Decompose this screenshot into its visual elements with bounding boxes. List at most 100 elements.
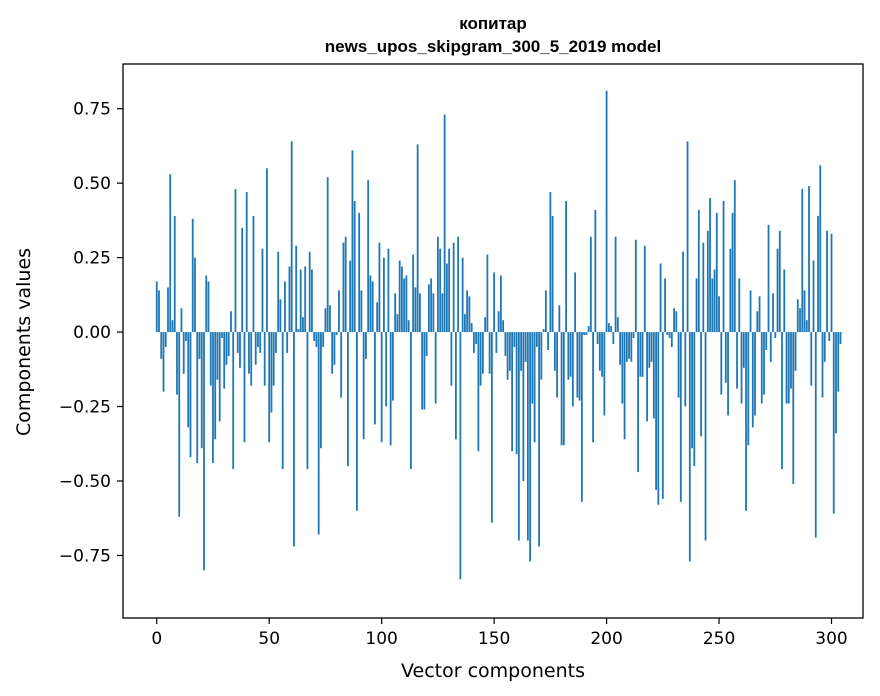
bar-203 xyxy=(612,332,615,344)
bar-279 xyxy=(783,269,786,333)
bar-213 xyxy=(634,239,637,333)
bar-8 xyxy=(173,215,176,333)
bar-207 xyxy=(621,332,624,404)
x-tick-label: 150 xyxy=(478,629,510,649)
bar-64 xyxy=(299,269,302,333)
bar-229 xyxy=(670,332,673,347)
bar-269 xyxy=(760,332,763,404)
bar-235 xyxy=(684,332,687,407)
bar-65 xyxy=(302,317,304,333)
bar-163 xyxy=(522,332,525,481)
bar-234 xyxy=(682,251,684,333)
bar-281 xyxy=(787,332,790,404)
bar-202 xyxy=(610,326,612,333)
bar-267 xyxy=(756,311,759,333)
bar-47 xyxy=(261,248,264,333)
bar-186 xyxy=(574,272,576,333)
x-axis: 0 50 100 150 200 250 300 xyxy=(151,618,848,649)
bar-155 xyxy=(504,332,507,356)
bar-56 xyxy=(281,332,284,470)
bar-13 xyxy=(185,332,187,341)
bar-179 xyxy=(558,305,561,333)
bar-255 xyxy=(729,248,732,333)
bar-10 xyxy=(178,332,181,517)
bar-146 xyxy=(484,317,487,333)
bar-225 xyxy=(661,332,664,499)
bar-173 xyxy=(544,290,547,333)
bar-206 xyxy=(619,332,621,365)
bar-0 xyxy=(155,281,158,333)
bar-217 xyxy=(643,245,646,333)
bar-73 xyxy=(320,332,322,449)
bar-15 xyxy=(189,332,192,458)
bar-263 xyxy=(747,332,750,446)
bar-1 xyxy=(158,290,160,333)
bar-148 xyxy=(488,332,491,374)
bar-295 xyxy=(819,165,822,333)
bar-168 xyxy=(533,332,536,443)
bar-136 xyxy=(461,257,464,333)
bar-84 xyxy=(344,236,347,333)
bar-55 xyxy=(279,299,282,333)
bar-115 xyxy=(414,287,417,333)
bar-104 xyxy=(389,332,392,446)
bar-89 xyxy=(356,332,358,511)
bar-157 xyxy=(508,332,511,371)
bar-75 xyxy=(324,308,327,333)
bar-129 xyxy=(445,263,448,333)
bar-44 xyxy=(254,332,257,365)
bar-117 xyxy=(419,293,421,333)
bar-121 xyxy=(428,284,430,333)
bar-283 xyxy=(792,332,795,484)
bar-223 xyxy=(657,332,660,505)
bar-258 xyxy=(736,332,738,389)
bar-303 xyxy=(837,332,840,392)
bar-221 xyxy=(652,332,655,419)
bar-4 xyxy=(164,332,167,347)
bar-62 xyxy=(295,245,298,333)
bar-248 xyxy=(713,269,716,333)
bar-50 xyxy=(268,332,271,443)
bar-241 xyxy=(697,209,700,333)
bar-220 xyxy=(650,332,653,362)
bar-118 xyxy=(421,332,424,410)
bar-40 xyxy=(245,192,248,333)
y-axis: −0.75 −0.50 −0.25 0.00 0.25 0.50 0.75 xyxy=(59,100,123,566)
y-tick-label: 0.25 xyxy=(73,249,111,269)
bar-137 xyxy=(463,314,466,333)
bar-51 xyxy=(270,332,273,413)
bar-252 xyxy=(722,201,725,333)
x-axis-label: Vector components xyxy=(401,660,585,682)
bar-119 xyxy=(423,332,426,410)
bar-190 xyxy=(583,332,585,336)
bar-291 xyxy=(810,332,813,386)
bar-172 xyxy=(542,329,545,333)
bar-130 xyxy=(448,248,451,333)
bar-11 xyxy=(180,308,183,333)
bar-249 xyxy=(715,212,718,333)
bar-7 xyxy=(171,320,174,333)
bar-147 xyxy=(486,254,489,333)
bar-194 xyxy=(592,332,594,443)
bar-152 xyxy=(497,311,500,333)
bar-292 xyxy=(812,260,815,333)
bar-227 xyxy=(666,332,669,336)
bar-219 xyxy=(648,332,651,368)
y-tick-label: 0.50 xyxy=(73,174,111,194)
bar-165 xyxy=(526,332,529,541)
bar-151 xyxy=(495,332,498,353)
bar-170 xyxy=(538,332,541,547)
bar-74 xyxy=(322,332,325,347)
bar-72 xyxy=(317,332,320,535)
bar-52 xyxy=(272,332,275,386)
bar-31 xyxy=(225,332,228,365)
bar-297 xyxy=(823,332,826,362)
bar-39 xyxy=(243,332,246,443)
bar-23 xyxy=(207,281,210,333)
bar-256 xyxy=(731,212,734,333)
bar-254 xyxy=(727,332,729,416)
y-tick-label: −0.25 xyxy=(59,398,111,418)
bar-63 xyxy=(297,329,300,333)
bar-3 xyxy=(162,332,165,392)
bar-83 xyxy=(342,242,345,333)
